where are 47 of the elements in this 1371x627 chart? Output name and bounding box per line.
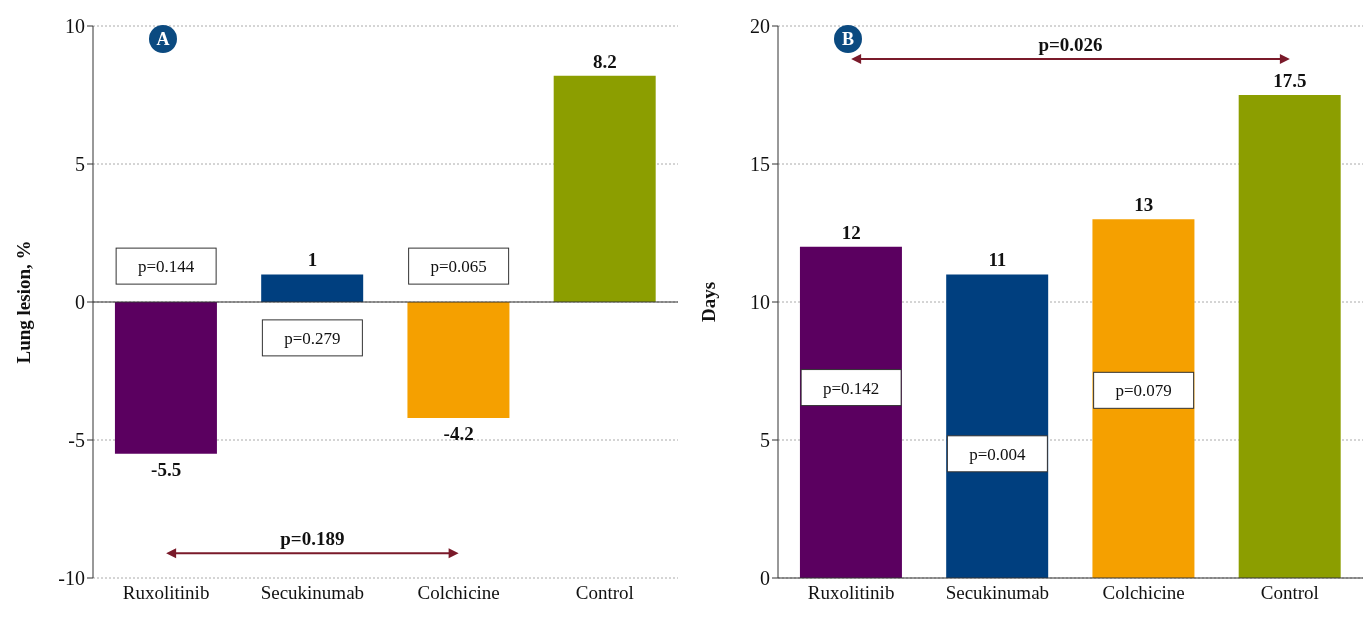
y-tick-label: 20 — [750, 15, 770, 38]
bar — [1238, 95, 1341, 578]
x-tick-label: Control — [1260, 582, 1319, 604]
y-axis-title: Days — [697, 281, 719, 323]
bar — [114, 302, 217, 454]
y-axis-title: Lung lesion, % — [12, 240, 34, 364]
y-tick-label: 5 — [75, 153, 85, 176]
x-tick-label: Ruxolitinib — [807, 582, 895, 604]
y-tick-label: 5 — [760, 429, 770, 452]
y-tick-label: 15 — [750, 153, 770, 176]
bar — [553, 75, 656, 302]
x-tick-label: Colchicine — [417, 582, 500, 604]
bar — [1092, 219, 1195, 578]
annotation: p=0.065 — [430, 257, 487, 277]
annotation: p=0.142 — [822, 378, 880, 398]
data-label: 17.5 — [1273, 70, 1307, 91]
y-tick-label: 10 — [65, 15, 85, 38]
data-label: -4.2 — [443, 422, 474, 444]
x-tick-label: Control — [575, 582, 634, 604]
bar — [799, 246, 902, 578]
panel-badge: A — [149, 25, 177, 53]
y-tick-label: 0 — [75, 291, 85, 314]
bar — [407, 302, 510, 418]
x-tick-label: Secukinumab — [945, 582, 1050, 604]
annotation: B — [841, 29, 855, 49]
annotation: A — [156, 29, 170, 49]
annotation: p=0.189 — [280, 528, 345, 550]
annotation: p=0.079 — [1115, 381, 1172, 401]
data-label: 8.2 — [593, 50, 617, 72]
y-tick-label: 10 — [750, 291, 770, 314]
data-label: 13 — [1134, 194, 1154, 216]
data-label: -5.5 — [151, 458, 182, 480]
data-label: 1 — [307, 249, 318, 271]
x-tick-label: Secukinumab — [260, 582, 365, 604]
annotation: p=0.004 — [969, 444, 1027, 464]
data-label: 11 — [988, 249, 1007, 271]
x-tick-label: Ruxolitinib — [122, 582, 210, 604]
annotation: p=0.144 — [137, 257, 195, 277]
panel-badge: B — [834, 25, 862, 53]
y-tick-label: -10 — [58, 567, 85, 590]
annotation: p=0.026 — [1038, 34, 1103, 56]
x-tick-label: Colchicine — [1102, 582, 1185, 604]
data-label: 12 — [841, 221, 861, 243]
bar — [261, 274, 364, 302]
y-tick-label: -5 — [68, 429, 85, 452]
y-tick-label: 0 — [760, 567, 770, 590]
annotation: p=0.279 — [284, 328, 341, 348]
